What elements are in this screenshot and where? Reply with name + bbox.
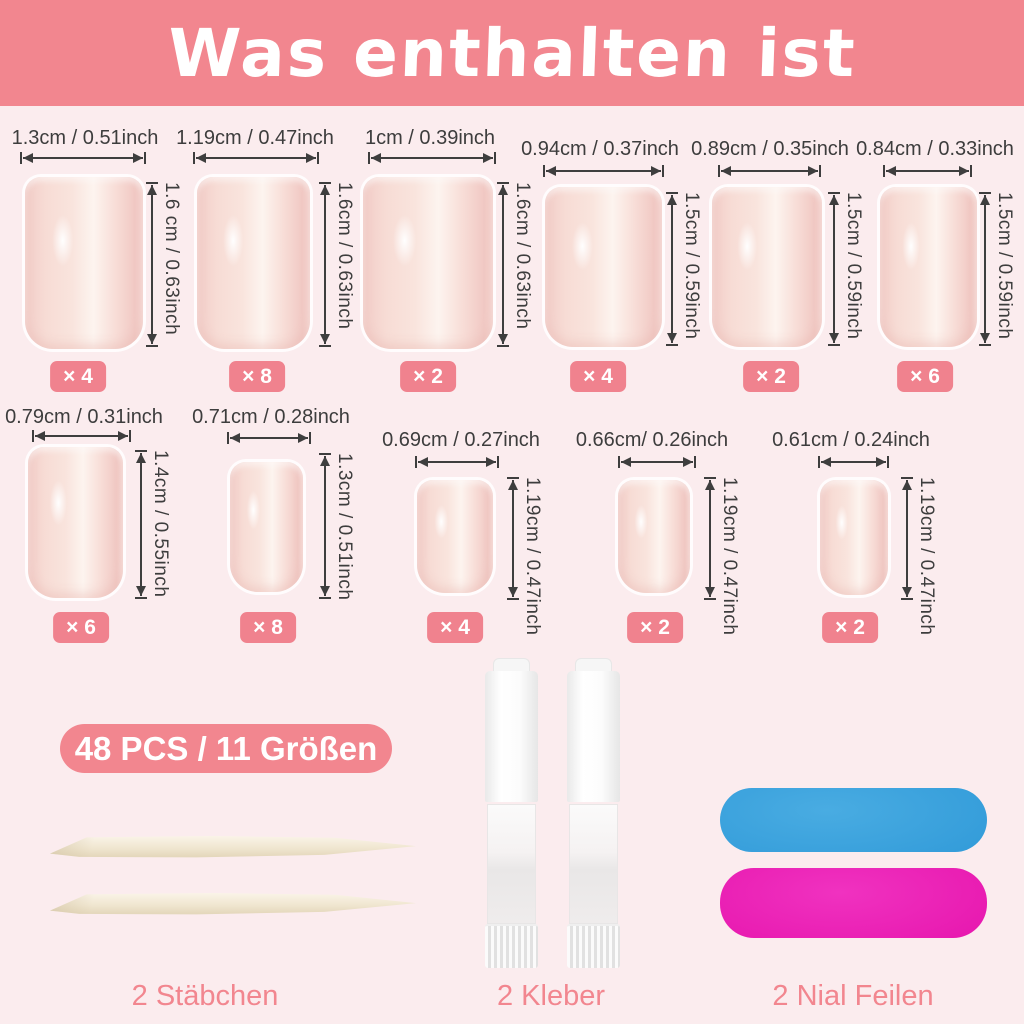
height-dimension-arrow [828, 192, 840, 346]
width-label: 1.3cm / 0.51inch [11, 127, 159, 149]
width-dimension-arrow [368, 152, 496, 164]
width-dimension-arrow [193, 152, 319, 164]
nail-tip-image [25, 177, 143, 349]
height-label: 1.19cm / 0.47inch [522, 477, 543, 636]
height-dimension-arrow [666, 192, 678, 346]
width-label: 1cm / 0.39inch [364, 127, 496, 149]
count-badge: × 2 [627, 612, 683, 643]
width-dimension-arrow [718, 165, 821, 177]
count-badge: × 4 [50, 361, 106, 392]
width-label: 0.94cm / 0.37inch [521, 138, 679, 160]
height-label: 1.5cm / 0.59inch [681, 192, 702, 340]
width-label: 0.84cm / 0.33inch [856, 138, 1014, 160]
height-dimension-arrow [704, 477, 716, 600]
width-dimension-arrow [32, 430, 131, 442]
height-label: 1.5cm / 0.59inch [843, 192, 864, 340]
width-dimension-arrow [20, 152, 146, 164]
glue-tube-cap [485, 671, 538, 802]
width-label: 0.66cm/ 0.26inch [575, 429, 729, 451]
width-label: 0.69cm / 0.27inch [382, 429, 540, 451]
height-label: 1.6cm / 0.63inch [334, 182, 355, 330]
nail-tip-image [880, 187, 977, 347]
width-dimension-arrow [415, 456, 499, 468]
nail-tip-image [417, 480, 493, 593]
height-dimension-arrow [135, 450, 147, 599]
nail-tip-image [28, 447, 123, 598]
nail-tip-image [820, 480, 888, 595]
sticks-label: 2 Stäbchen [131, 980, 279, 1012]
height-dimension-arrow [146, 182, 158, 347]
summary-badge: 48 PCS / 11 Größen [60, 724, 392, 773]
count-badge: × 4 [570, 361, 626, 392]
height-label: 1.6 cm / 0.63inch [161, 182, 182, 336]
nail-tip-image [363, 177, 493, 349]
height-label: 1.4cm / 0.55inch [150, 450, 171, 598]
width-dimension-arrow [618, 456, 696, 468]
glue-tube-tip [575, 658, 612, 672]
glue-tube-image [485, 658, 538, 968]
count-badge: × 8 [229, 361, 285, 392]
height-label: 1.3cm / 0.51inch [334, 453, 355, 601]
glue-tube-body [487, 804, 536, 924]
nail-tip-image [618, 480, 690, 593]
glue-tube-bottom-cap [567, 924, 620, 968]
count-badge: × 2 [822, 612, 878, 643]
glue-tube-bottom-cap [485, 924, 538, 968]
count-badge: × 8 [240, 612, 296, 643]
height-label: 1.19cm / 0.47inch [916, 477, 937, 636]
nail-tip-image [230, 462, 303, 592]
width-label: 0.61cm / 0.24inch [772, 429, 930, 451]
glue-tube-cap [567, 671, 620, 802]
nail-tip-image [712, 187, 822, 347]
width-label: 0.79cm / 0.31inch [5, 406, 163, 428]
height-dimension-arrow [901, 477, 913, 600]
nail-file-blue-image [720, 788, 987, 852]
height-dimension-arrow [507, 477, 519, 600]
cuticle-stick-image [50, 893, 416, 915]
width-label: 1.19cm / 0.47inch [176, 127, 334, 149]
height-dimension-arrow [319, 453, 331, 599]
header-banner: Was enthalten ist [0, 0, 1024, 106]
count-badge: × 6 [53, 612, 109, 643]
files-label: 2 Nial Feilen [772, 980, 934, 1012]
nail-file-magenta-image [720, 868, 987, 938]
cuticle-stick-image [50, 836, 416, 858]
nail-tip-image [197, 177, 310, 349]
count-badge: × 2 [400, 361, 456, 392]
height-label: 1.19cm / 0.47inch [719, 477, 740, 636]
height-dimension-arrow [497, 182, 509, 347]
width-label: 0.89cm / 0.35inch [691, 138, 849, 160]
height-label: 1.5cm / 0.59inch [994, 192, 1015, 340]
width-dimension-arrow [818, 456, 889, 468]
glue-tube-image [567, 658, 620, 968]
height-label: 1.6cm / 0.63inch [512, 182, 533, 330]
count-badge: × 6 [897, 361, 953, 392]
nail-tip-image [545, 187, 662, 347]
count-badge: × 2 [743, 361, 799, 392]
glue-label: 2 Kleber [496, 980, 606, 1012]
height-dimension-arrow [319, 182, 331, 347]
width-dimension-arrow [543, 165, 664, 177]
width-dimension-arrow [227, 432, 311, 444]
glue-tube-tip [493, 658, 530, 672]
glue-tube-body [569, 804, 618, 924]
height-dimension-arrow [979, 192, 991, 346]
page-title: Was enthalten ist [166, 14, 858, 92]
width-dimension-arrow [883, 165, 972, 177]
width-label: 0.71cm / 0.28inch [192, 406, 350, 428]
count-badge: × 4 [427, 612, 483, 643]
